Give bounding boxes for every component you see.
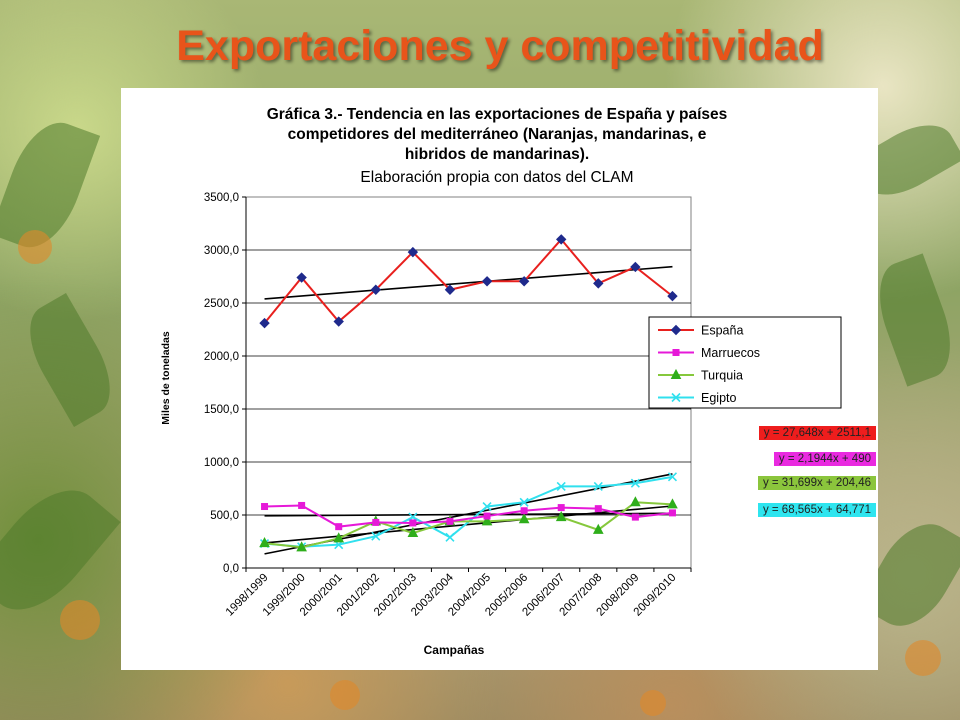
plot-area [245,196,692,569]
data-point-x [593,481,603,491]
data-point-diamond [670,324,682,336]
data-point-triangle [407,526,419,538]
data-point-diamond [667,290,678,302]
legend-label: Marruecos [701,346,760,360]
trend-equation-label: y = 2,1944x + 490 [773,452,876,466]
data-point-triangle [670,368,682,379]
data-point-triangle [518,513,530,524]
data-point-square [446,517,454,525]
data-point-diamond [296,272,307,283]
legend-box [648,316,842,409]
series-line [264,504,673,528]
y-axis: 0,0 500,0 1000,0 1500,0 2000,0 2500,0 3000,0 35… [204,192,247,575]
chart-panel: Gráfica 3.- Tendencia en las exportacion… [121,88,878,670]
legend-label: Turquia [701,369,743,383]
data-point-x [667,472,678,482]
data-point-triangle [333,532,345,543]
y-tick-label: 500,0 [210,510,239,522]
data-point-square [594,505,602,513]
data-point-triangle [555,511,567,522]
legend-label: Egipto [701,391,736,405]
data-point-x [445,532,455,542]
data-point-square [261,503,269,511]
legend-label: España [701,324,743,338]
data-point-diamond [630,261,641,273]
data-point-square [520,507,528,515]
chart-svg: Gráfica 3.- Tendencia en las exportacion… [160,106,842,657]
slide-title: Exportaciones y competitividad [176,22,824,70]
data-point-x [519,497,529,507]
legend: España Marruecos Turquia Egipto [648,316,842,409]
data-point-triangle [667,498,678,509]
x-axis-label: Campañas [424,643,485,657]
data-point-square [483,512,491,520]
data-point-triangle [259,537,270,548]
data-point-diamond [444,284,456,295]
data-point-diamond [481,276,493,287]
data-series [259,234,678,552]
data-point-diamond [259,317,270,329]
y-tick-label: 0,0 [223,563,239,575]
chart-title-line: Gráfica 3.- Tendencia en las exportacion… [267,106,728,123]
data-point-triangle [481,515,493,526]
trend-equation-label: y = 68,565x + 64,771 [757,503,876,517]
data-point-triangle [592,523,604,534]
data-point-diamond [333,316,344,327]
y-tick-label: 2000,0 [204,351,239,363]
trend-line [264,505,673,544]
data-point-square [298,501,306,509]
data-point-diamond [407,246,419,258]
data-point-square [672,349,680,356]
data-point-x [556,481,566,491]
y-axis-label: Miles de toneladas [160,331,172,425]
data-point-x [630,478,640,488]
chart-title: Gráfica 3.- Tendencia en las exportacion… [267,106,728,163]
trend-line [264,265,673,300]
y-tick-label: 1000,0 [204,457,239,469]
data-point-square [372,518,380,526]
trend-equation-label: y = 27,648x + 2511,1 [758,426,876,440]
series-line [263,237,674,324]
data-point-square [335,523,343,531]
data-point-square [409,519,417,527]
data-point-square [631,513,639,521]
trend-equation-label: y = 31,699x + 204,46 [757,476,876,490]
data-point-x [482,501,492,512]
y-tick-label: 2500,0 [204,298,239,310]
chart-title-line: competidores del mediterráneo (Naranjas,… [288,126,707,143]
data-point-diamond [370,284,381,295]
data-point-square [668,509,676,517]
series-line [264,501,673,549]
y-tick-label: 1500,0 [204,404,239,416]
data-point-x [671,392,681,403]
y-tick-label: 3000,0 [204,245,239,257]
data-point-diamond [593,278,604,289]
data-point-triangle [630,496,641,507]
data-point-diamond [518,276,530,287]
data-point-x [371,531,381,541]
data-point-square [557,504,565,512]
chart-subtitle: Elaboración propia con datos del CLAM [360,169,633,186]
x-axis: 1998/19991999/20002000/20012001/20022002… [224,567,692,619]
y-tick-label: 3500,0 [204,192,239,204]
data-point-triangle [296,541,307,552]
data-point-diamond [556,234,567,245]
chart-title-line: hibridos de mandarinas). [405,146,589,163]
